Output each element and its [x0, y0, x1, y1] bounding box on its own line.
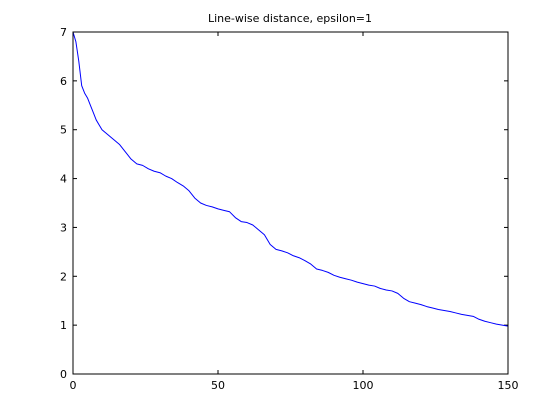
y-tick-label: 6	[60, 75, 67, 88]
x-axis-ticks: 0 50 100 150	[70, 32, 519, 392]
x-tick-label: 150	[498, 379, 519, 392]
plot-frame	[72, 31, 509, 375]
x-tick-label: 0	[70, 379, 77, 392]
y-tick-label: 7	[60, 26, 67, 39]
y-tick-label: 0	[60, 368, 67, 381]
y-tick-label: 3	[60, 221, 67, 234]
y-axis-ticks: 0 1 2 3 4 5 6 7	[60, 26, 508, 381]
y-tick-label: 5	[60, 124, 67, 137]
series-line-0	[72, 31, 509, 327]
y-tick-label: 1	[60, 319, 67, 332]
x-tick-label: 50	[211, 379, 225, 392]
x-tick-label: 100	[353, 379, 374, 392]
y-tick-label: 2	[60, 270, 67, 283]
series-layer	[72, 31, 509, 327]
y-tick-label: 4	[60, 173, 67, 186]
chart-title: Line-wise distance, epsilon=1	[208, 12, 372, 25]
